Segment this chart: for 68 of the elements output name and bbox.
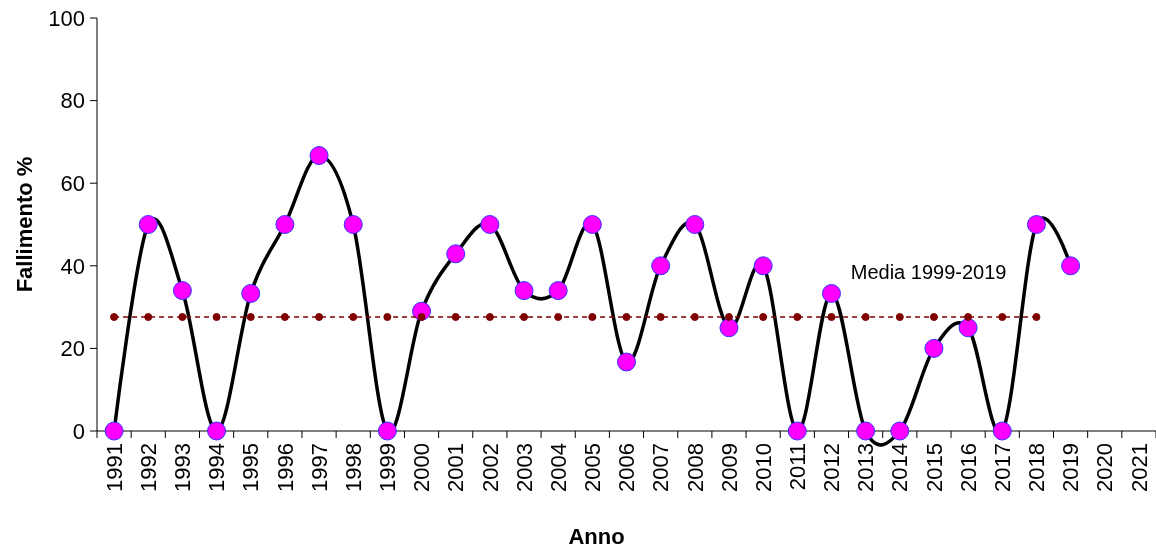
point <box>417 313 426 322</box>
y-tick-label: 60 <box>60 170 85 196</box>
point <box>349 313 358 322</box>
x-tick-label: 1996 <box>272 443 298 492</box>
x-tick-label: 2002 <box>477 443 503 492</box>
x-tick-label: 2000 <box>409 443 435 492</box>
x-tick-label: 2003 <box>511 443 537 492</box>
y-tick-label: 20 <box>60 336 85 362</box>
point <box>588 313 597 322</box>
point <box>895 313 904 322</box>
y-tick-label: 100 <box>48 5 85 31</box>
point <box>451 313 460 322</box>
x-tick-label: 2018 <box>1024 443 1050 492</box>
x-tick-label: 2001 <box>443 443 469 492</box>
point <box>280 313 289 322</box>
x-tick-label: 1993 <box>170 443 196 492</box>
point <box>1032 313 1041 322</box>
x-tick-label: 1997 <box>306 443 332 492</box>
x-tick-label: 2005 <box>580 443 606 492</box>
y-axis-title: Fallimento % <box>12 156 37 293</box>
x-tick-label: 2006 <box>614 443 640 492</box>
x-tick-label: 2021 <box>1126 443 1152 492</box>
point <box>144 313 153 322</box>
point <box>246 313 255 322</box>
x-axis-title: Anno <box>568 524 625 546</box>
point <box>827 313 836 322</box>
point <box>485 313 494 322</box>
point <box>690 313 699 322</box>
point <box>861 313 870 322</box>
point <box>110 313 119 322</box>
point <box>759 313 768 322</box>
series-label: Media 1999-2019 <box>850 261 1007 284</box>
x-tick-label: 2019 <box>1058 443 1084 492</box>
x-tick-label: 2012 <box>819 443 845 492</box>
x-tick-label: 1992 <box>135 443 161 492</box>
x-tick-label: 1994 <box>204 443 230 492</box>
y-tick-label: 0 <box>72 418 85 444</box>
point <box>554 313 563 322</box>
x-tick-label: 2016 <box>955 443 981 492</box>
point <box>212 313 221 322</box>
point <box>656 313 665 322</box>
point <box>315 313 324 322</box>
x-tick-label: 2013 <box>853 443 879 492</box>
x-tick-label: 2010 <box>750 443 776 492</box>
x-tick-label: 1998 <box>340 443 366 492</box>
x-tick-label: 2015 <box>921 443 947 492</box>
x-tick-label: 2017 <box>989 443 1015 492</box>
x-tick-label: 1999 <box>375 443 401 492</box>
x-tick-label: 1995 <box>238 443 264 492</box>
point <box>998 313 1007 322</box>
x-tick-label: 2009 <box>716 443 742 492</box>
x-tick-label: 2020 <box>1092 443 1118 492</box>
x-tick-label: 2008 <box>682 443 708 492</box>
point <box>178 313 187 322</box>
x-tick-label: 2007 <box>648 443 674 492</box>
point <box>383 313 392 322</box>
y-tick-label: 80 <box>60 88 85 114</box>
x-tick-label: 1991 <box>101 443 127 492</box>
x-tick-label: 2011 <box>785 443 811 491</box>
point <box>793 313 802 322</box>
point <box>929 313 938 322</box>
point <box>724 313 733 322</box>
point <box>520 313 529 322</box>
point <box>964 313 973 322</box>
x-tick-label: 2004 <box>545 443 571 492</box>
x-tick-label: 2014 <box>887 443 913 492</box>
y-tick-label: 40 <box>60 253 85 279</box>
point <box>622 313 631 322</box>
